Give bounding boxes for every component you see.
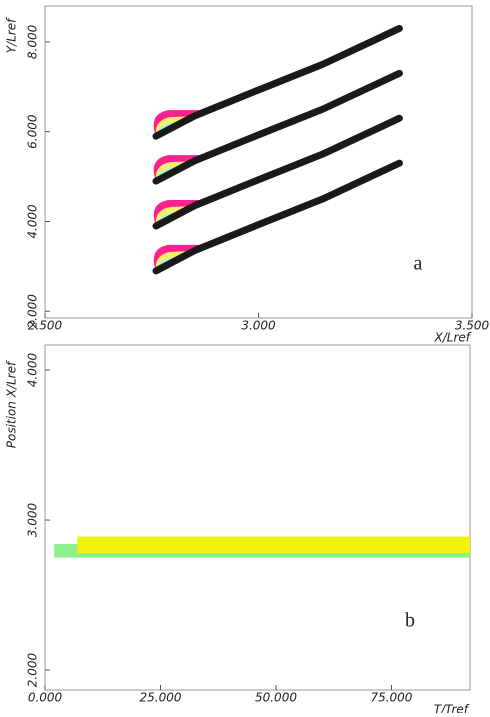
- y-tick-label: 2.000: [26, 294, 40, 329]
- y-tick-label: 3.000: [26, 503, 40, 538]
- plot-frame: [44, 5, 473, 319]
- x-tick-label: 2.500: [28, 319, 63, 333]
- y-tick-label: 2.000: [26, 653, 40, 688]
- x-tick-label: 25.000: [139, 691, 181, 705]
- blade: [152, 69, 403, 185]
- x-tick-label: 3.000: [241, 319, 276, 333]
- panel-label: b: [405, 610, 415, 632]
- y-tick-label: 6.000: [26, 114, 40, 149]
- y-axis-label: Y/Lref: [5, 17, 19, 53]
- x-axis-label: X/Lref: [434, 331, 472, 345]
- plot-frame: [44, 344, 471, 691]
- x-tick-label: 0.000: [28, 691, 63, 705]
- x-tick-label: 3.500: [455, 319, 490, 333]
- y-tick-label: 4.000: [26, 353, 40, 388]
- band: [77, 536, 470, 554]
- x-tick-label: 50.000: [255, 691, 297, 705]
- x-axis-label: T/Tref: [434, 703, 470, 714]
- panel-label: a: [414, 253, 423, 275]
- y-tick-label: 4.000: [26, 204, 40, 239]
- y-tick-label: 8.000: [26, 24, 40, 59]
- blade: [152, 24, 403, 140]
- blade: [152, 114, 403, 230]
- blade: [152, 159, 403, 275]
- y-axis-label: Position X/Lref: [5, 360, 19, 448]
- x-tick-label: 75.000: [370, 691, 412, 705]
